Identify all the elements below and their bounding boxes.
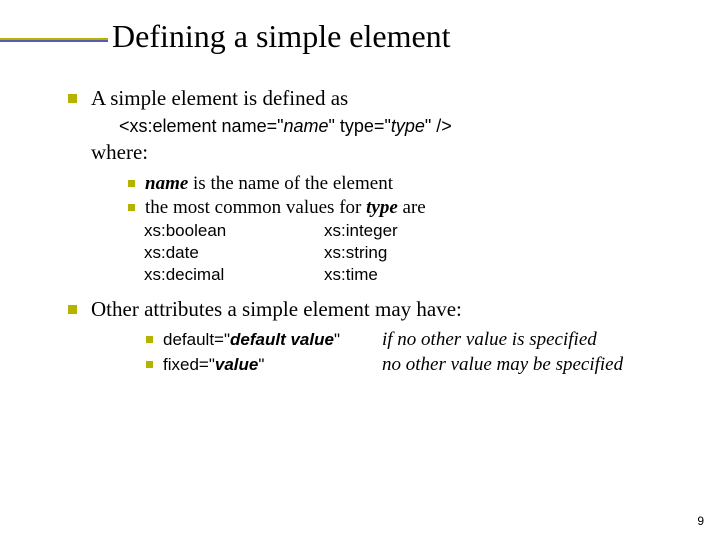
attr-row-1-desc: if no other value is specified: [382, 328, 672, 352]
bullet-text: A simple element is defined as <xs:eleme…: [91, 85, 452, 166]
code-seg: ": [334, 330, 340, 349]
emph-type: type: [366, 197, 398, 218]
sub1b-post: are: [398, 197, 426, 218]
type-cell: xs:time: [324, 264, 672, 286]
code-seg: " type=": [329, 116, 391, 136]
bullet-icon: [146, 361, 153, 368]
code-seg: ": [258, 355, 264, 374]
bullet-main-1: A simple element is defined as <xs:eleme…: [68, 85, 672, 166]
type-cell: xs:decimal: [144, 264, 314, 286]
sub1b-pre: the most common values for: [145, 197, 366, 218]
code-type: type: [391, 116, 425, 136]
bullet-main-2: Other attributes a simple element may ha…: [68, 296, 672, 323]
bullet-icon: [68, 305, 77, 314]
title-underline: [0, 38, 108, 41]
code-seg: <xs:element name=": [119, 116, 283, 136]
attr-row-2-left: fixed="value": [146, 353, 376, 377]
slide-title: Defining a simple element: [112, 18, 720, 55]
slide-content: A simple element is defined as <xs:eleme…: [0, 55, 720, 377]
sub-bullet-1a: name is the name of the element: [128, 172, 672, 196]
attr-row-1-left: default="default value": [146, 328, 376, 352]
attr-code: fixed="value": [163, 353, 264, 377]
bullet-icon: [146, 336, 153, 343]
sub-text: name is the name of the element: [145, 172, 393, 196]
sub1a-rest: is the name of the element: [188, 173, 393, 194]
sub-bullets-1: name is the name of the element the most…: [68, 172, 672, 221]
type-cell: xs:integer: [324, 220, 672, 242]
type-cell: xs:string: [324, 242, 672, 264]
main1-intro: A simple element is defined as: [91, 86, 348, 110]
type-cell: xs:date: [144, 242, 314, 264]
code-val: value: [215, 355, 258, 374]
attr-row-2-desc: no other value may be specified: [382, 353, 672, 377]
code-name: name: [283, 116, 328, 136]
page-number: 9: [697, 514, 704, 528]
code-val: default value: [230, 330, 334, 349]
bullet-text: Other attributes a simple element may ha…: [91, 296, 462, 323]
sub-bullets-2: default="default value" if no other valu…: [68, 328, 672, 377]
type-cell: xs:boolean: [144, 220, 314, 242]
main1-codeline: <xs:element name="name" type="type" />: [91, 112, 452, 139]
code-seg: default=": [163, 330, 230, 349]
attr-grid: default="default value" if no other valu…: [128, 328, 672, 377]
code-seg: fixed=": [163, 355, 215, 374]
attr-code: default="default value": [163, 328, 340, 352]
emph-name: name: [145, 173, 188, 194]
sub-text: the most common values for type are: [145, 196, 426, 220]
code-seg: " />: [425, 116, 452, 136]
main1-where: where:: [91, 140, 148, 164]
bullet-icon: [128, 180, 135, 187]
sub-bullet-1b: the most common values for type are: [128, 196, 672, 220]
title-bar: Defining a simple element: [0, 0, 720, 55]
bullet-icon: [68, 94, 77, 103]
type-grid: xs:boolean xs:integer xs:date xs:string …: [68, 220, 672, 285]
bullet-icon: [128, 204, 135, 211]
